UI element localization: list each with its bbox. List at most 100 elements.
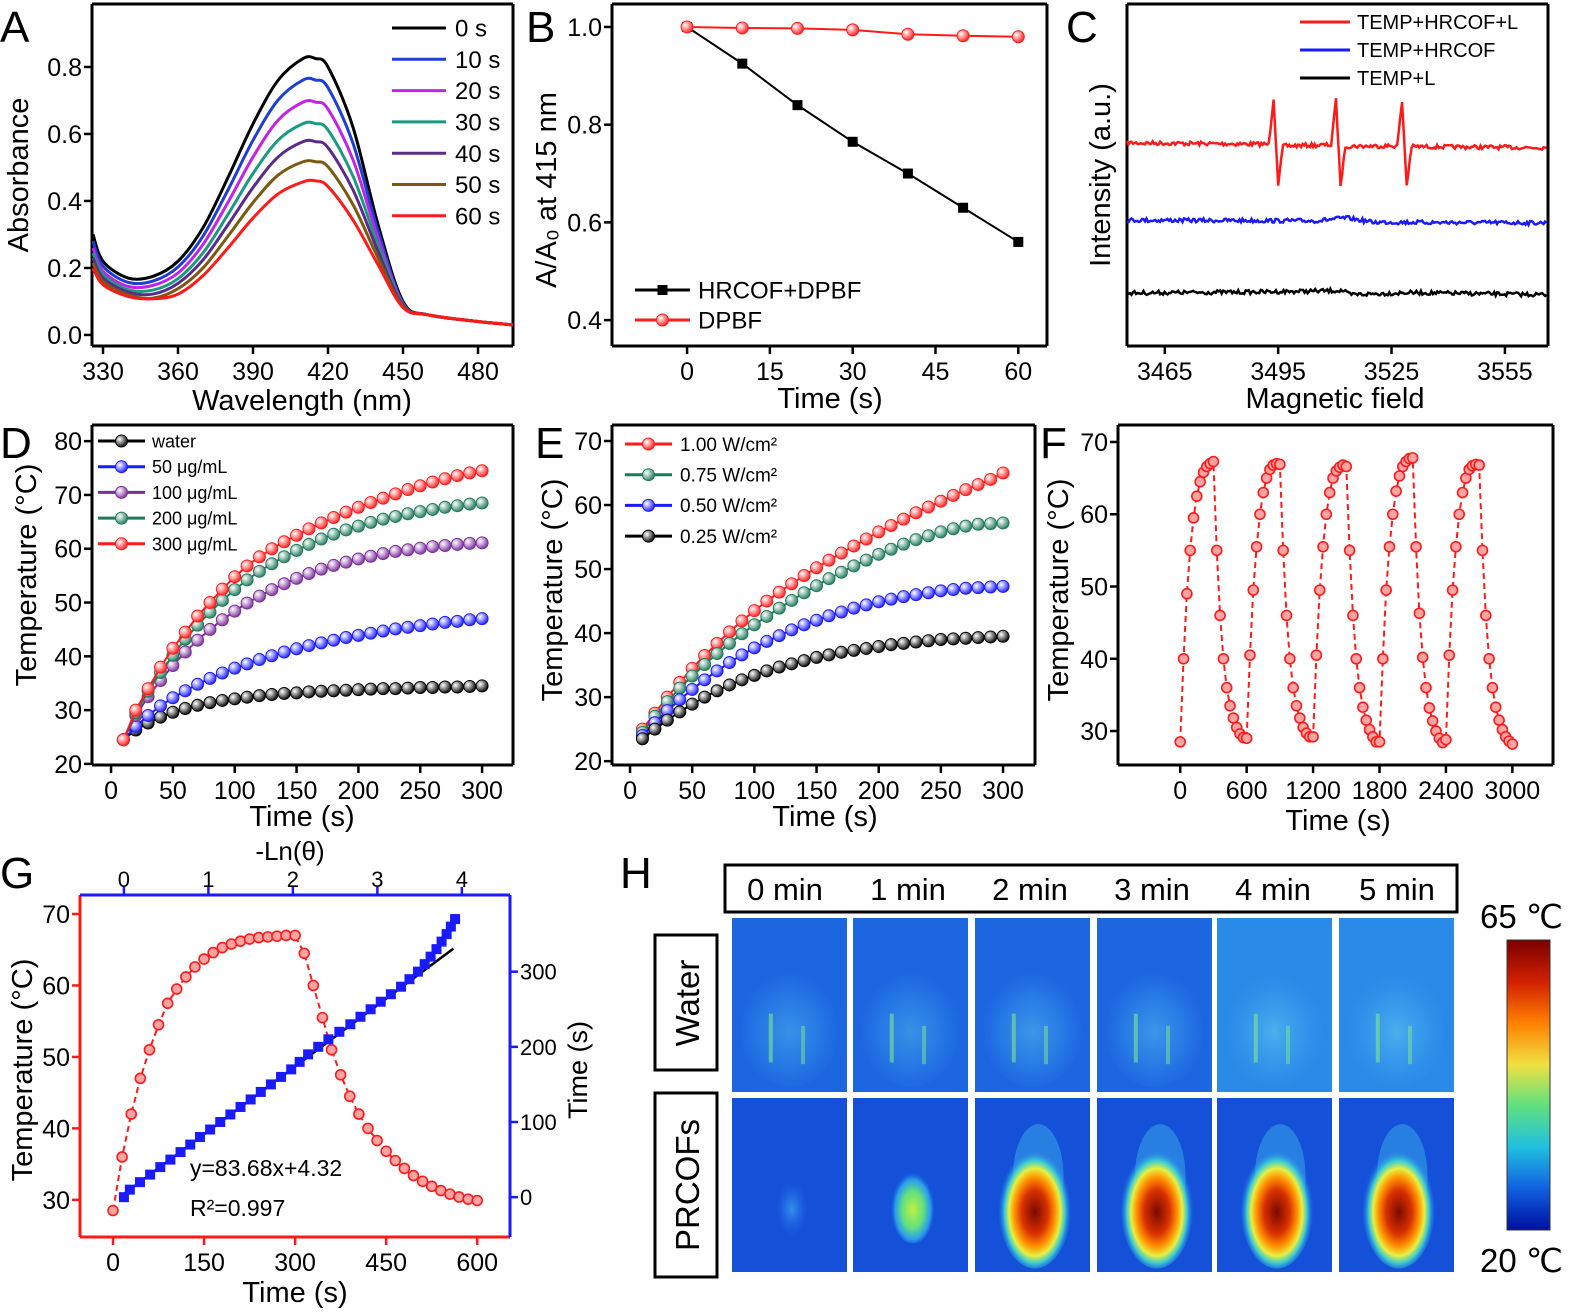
- data-point: [343, 1090, 356, 1103]
- data-point: [265, 557, 279, 571]
- data-point: [215, 1116, 226, 1127]
- data-point: [1284, 652, 1296, 665]
- data-point: [228, 692, 242, 706]
- data-point: [355, 1011, 366, 1022]
- data-point: [735, 627, 749, 641]
- legend-label: 50 s: [455, 172, 500, 199]
- data-point: [203, 696, 217, 710]
- x-tick-label: 100: [734, 777, 776, 805]
- data-point: [289, 929, 301, 942]
- legend-label: TEMP+HRCOF+L: [1357, 12, 1518, 34]
- data-point: [364, 549, 378, 563]
- data-point: [407, 1169, 420, 1182]
- data-point: [747, 618, 761, 632]
- data-point: [897, 636, 911, 650]
- y-tick-label: 0.4: [567, 307, 602, 335]
- data-point: [134, 1072, 147, 1085]
- legend-item: DPBF: [635, 308, 762, 335]
- x2-tick-label: 0: [118, 867, 130, 892]
- data-point: [959, 483, 973, 497]
- data-point: [897, 590, 911, 604]
- series-dpbf: [680, 20, 1025, 44]
- x-axis-title: Time (s): [1285, 805, 1390, 837]
- data-point: [790, 21, 804, 35]
- data-point: [294, 1056, 305, 1067]
- legend-item: 40 s: [392, 141, 500, 168]
- series-20-s: [91, 99, 514, 327]
- row-label-prcofs: PRCOFs: [669, 1119, 706, 1251]
- series-50-s: [91, 159, 514, 327]
- data-point: [785, 577, 799, 591]
- data-point: [115, 537, 128, 551]
- data-point: [934, 494, 948, 508]
- data-point: [445, 921, 456, 932]
- data-point: [859, 553, 873, 567]
- data-point: [327, 558, 341, 572]
- data-point: [1479, 609, 1492, 622]
- data-point: [345, 1019, 356, 1030]
- data-point: [265, 649, 279, 663]
- x-axis-title: Time (s): [772, 801, 877, 833]
- data-point: [364, 682, 378, 696]
- x2-axis-title: -Ln(θ): [255, 836, 324, 866]
- data-point: [401, 543, 415, 557]
- data-point: [240, 596, 254, 610]
- data-point: [1320, 508, 1333, 521]
- chart-b: 0 15 30 45 60 0.4 0.6 0.8 1.0 Time (s) A/A₀ at 415…: [531, 2, 1049, 415]
- data-point: [1227, 712, 1240, 724]
- x-tick-label: 0: [106, 1249, 120, 1277]
- series-300-g-ml: [116, 464, 489, 747]
- data-point: [228, 661, 242, 675]
- data-point: [834, 645, 848, 659]
- data-point: [934, 525, 948, 539]
- data-point: [371, 1134, 383, 1147]
- data-point: [785, 593, 799, 607]
- data-point: [772, 585, 786, 599]
- data-point: [154, 710, 168, 724]
- x-tick-label: 450: [382, 358, 424, 386]
- chart-e: 0 50 100 150 200 250 300 20 30 40 50 60 70 Time (s) Te…: [537, 423, 1037, 833]
- y-tick-label: 20: [54, 751, 82, 779]
- data-point: [161, 997, 174, 1010]
- data-point: [166, 641, 180, 655]
- x-tick-label: 60: [1004, 358, 1032, 386]
- data-point: [642, 529, 655, 543]
- panel-letter-d: D: [0, 419, 32, 468]
- data-point: [276, 1071, 287, 1082]
- data-point: [959, 581, 973, 595]
- y-tick-label: 40: [42, 1115, 70, 1143]
- data-point: [1456, 486, 1469, 499]
- x-tick-label: 1800: [1352, 777, 1408, 805]
- data-point: [225, 1109, 236, 1120]
- data-point: [822, 553, 836, 567]
- data-point: [1290, 699, 1303, 712]
- data-point: [178, 702, 192, 716]
- data-point: [921, 500, 935, 514]
- data-point: [314, 562, 328, 576]
- legend-item: TEMP+HRCOF: [1300, 40, 1495, 62]
- data-point: [425, 951, 436, 962]
- data-point: [902, 168, 913, 179]
- data-point: [401, 620, 415, 634]
- data-point: [389, 682, 403, 696]
- data-point: [984, 472, 998, 486]
- legend-item: TEMP+L: [1300, 68, 1435, 90]
- charts: 330 360 390 420 450 4800.00.20.40.60.8Wavelen…: [3, 2, 1555, 1309]
- data-point: [313, 1041, 324, 1052]
- data-point: [996, 516, 1010, 530]
- data-point: [277, 577, 291, 591]
- data-point: [180, 971, 192, 983]
- thermal-hotspot: [1120, 1143, 1194, 1269]
- data-point: [215, 582, 229, 596]
- data-point: [351, 683, 365, 697]
- data-point: [389, 544, 403, 558]
- data-point: [463, 497, 477, 511]
- y-tick-label: 50: [574, 556, 602, 584]
- data-point: [353, 1108, 365, 1120]
- data-point: [376, 491, 390, 505]
- data-point: [737, 58, 748, 69]
- data-point: [327, 633, 341, 647]
- data-point: [307, 979, 320, 992]
- series-line: [91, 178, 514, 327]
- data-point: [376, 547, 390, 561]
